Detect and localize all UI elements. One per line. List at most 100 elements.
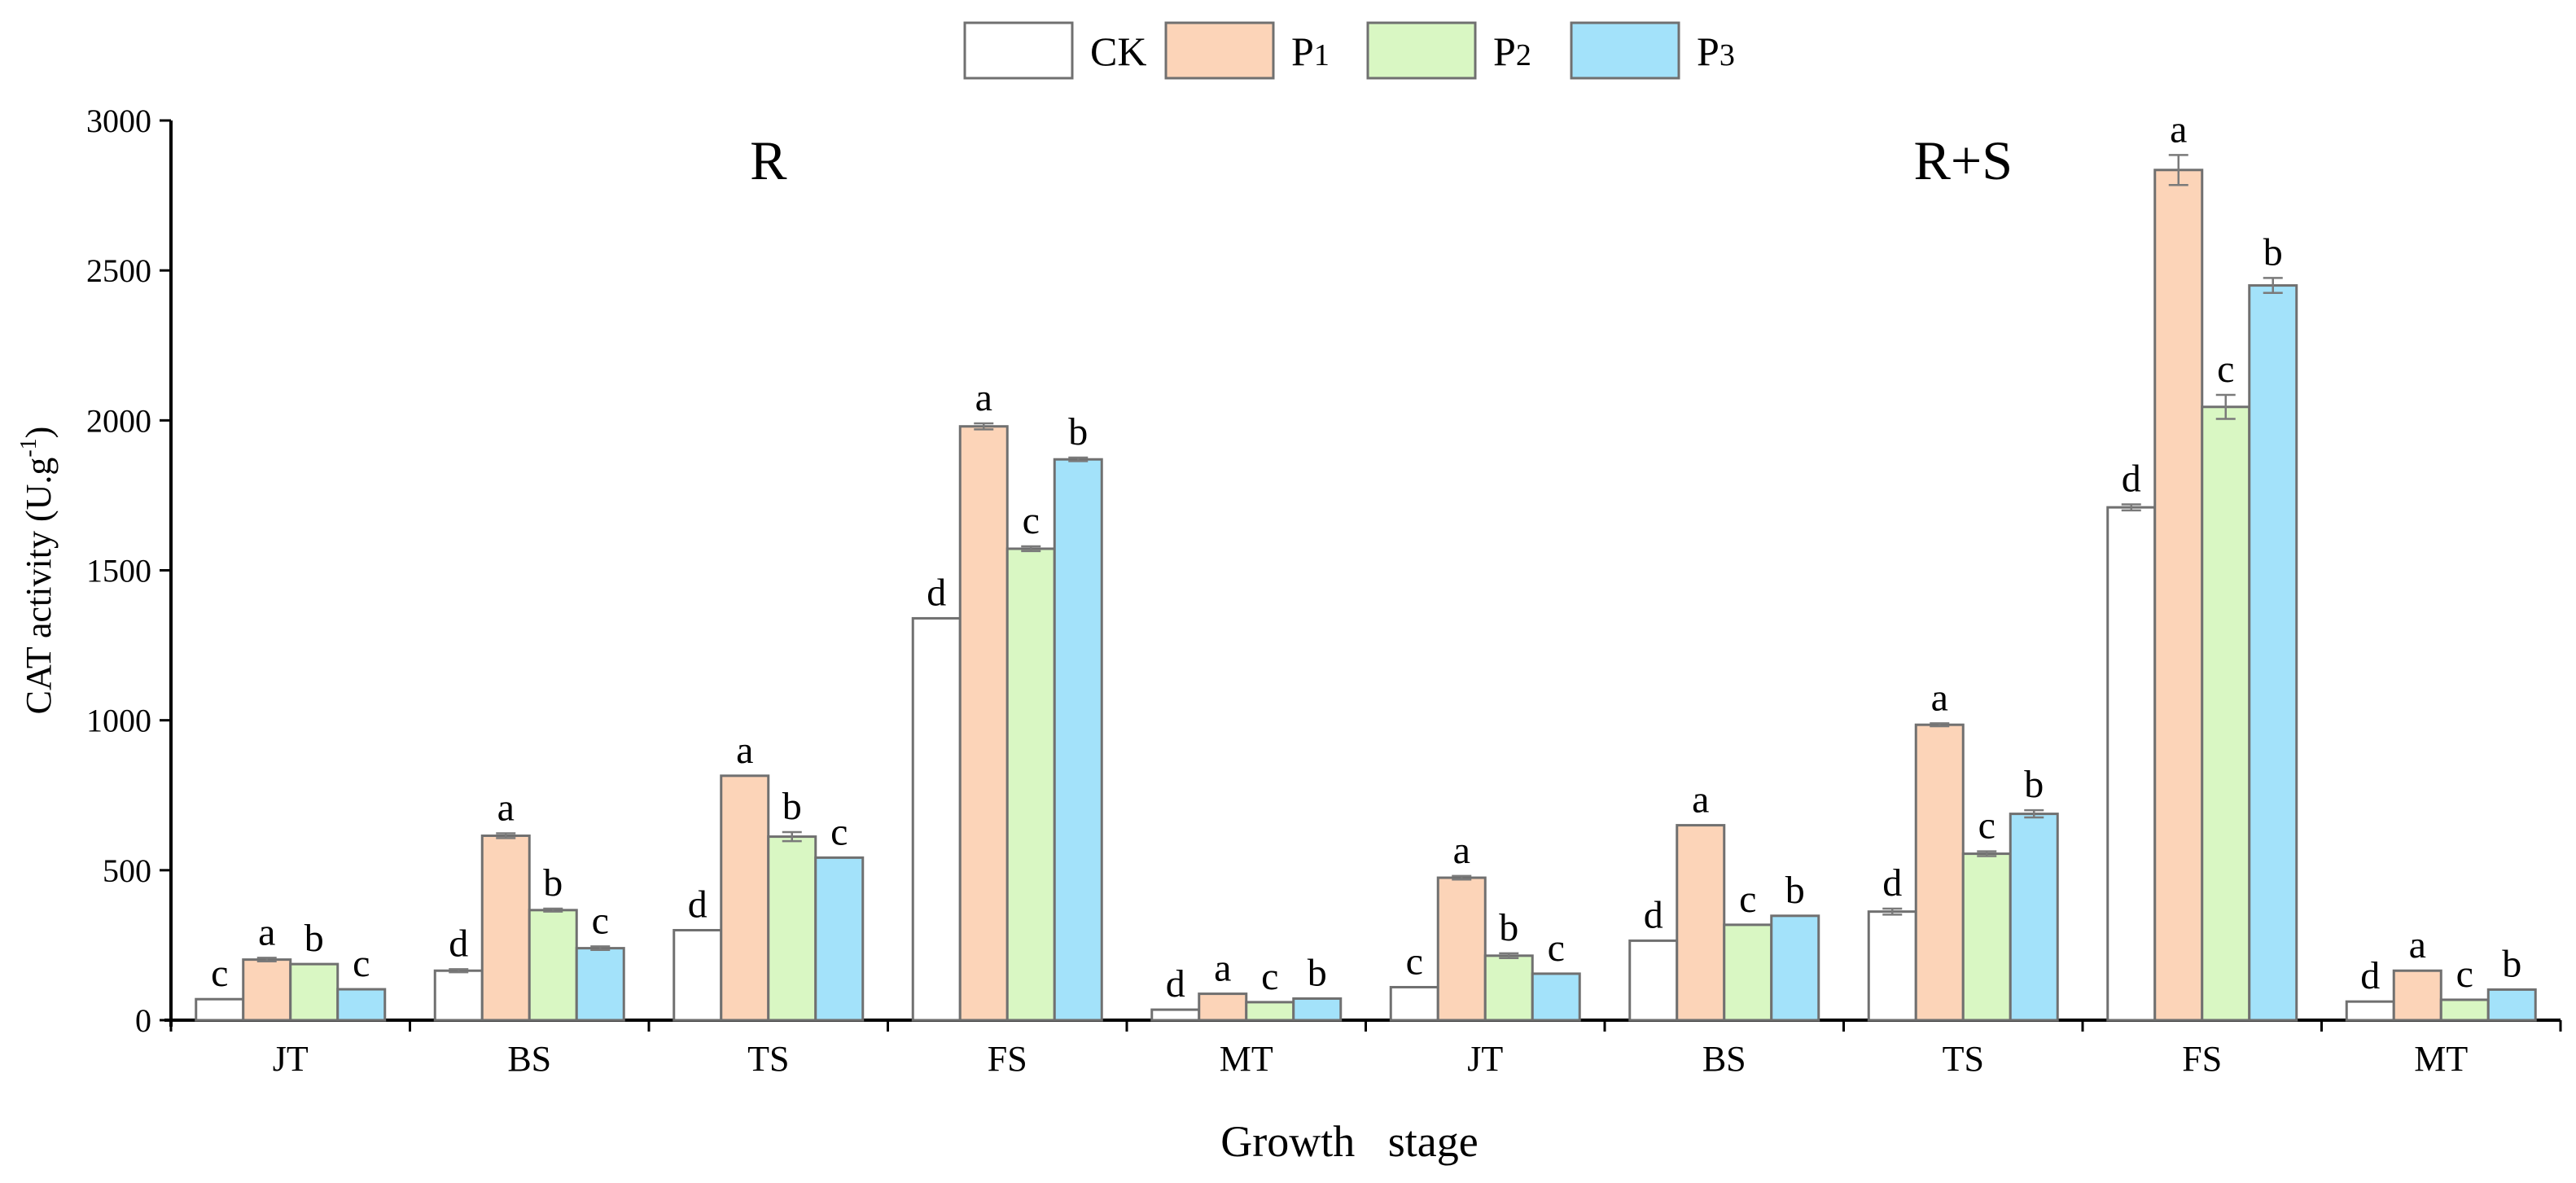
bar-ck <box>1389 985 1439 1022</box>
significance-letter: b <box>543 861 563 905</box>
x-axis-title: Growth stage <box>1220 1117 1478 1166</box>
bar-p1 <box>720 774 770 1022</box>
bar-p3 <box>336 988 387 1022</box>
bar-p2 <box>2201 405 2251 1022</box>
significance-letter: d <box>1882 861 1902 905</box>
x-category-label: FS <box>2182 1039 2222 1079</box>
y-tick-label: 1500 <box>86 553 151 589</box>
significance-letter: a <box>2409 923 2426 966</box>
bar-p2 <box>289 962 340 1022</box>
bar-p3 <box>575 947 625 1022</box>
bar-p3 <box>2009 813 2059 1022</box>
y-tick-label: 1000 <box>86 703 151 739</box>
significance-letter: c <box>1978 804 1996 848</box>
significance-letter: d <box>688 883 708 927</box>
significance-letter: d <box>1166 962 1185 1006</box>
significance-letter: b <box>1308 951 1327 994</box>
y-tick-label: 3000 <box>86 103 151 139</box>
significance-letter: c <box>1406 940 1423 983</box>
significance-letter: b <box>1068 410 1088 453</box>
significance-letter: b <box>1499 906 1518 949</box>
bar-p3 <box>1292 997 1343 1022</box>
bar-ck <box>2106 506 2157 1022</box>
x-category-label: JT <box>1467 1039 1503 1079</box>
significance-letter: c <box>1548 927 1565 970</box>
bar-p1 <box>2392 969 2442 1022</box>
significance-letter: c <box>2456 953 2473 996</box>
legend-swatch-p2 <box>1366 21 1477 80</box>
bar-p1 <box>480 834 531 1022</box>
bar-ck <box>672 929 723 1022</box>
bars <box>195 154 2537 1022</box>
y-tick-label: 2000 <box>86 402 151 439</box>
bar-p3 <box>1770 914 1820 1022</box>
x-category-label: MT <box>1220 1039 1273 1079</box>
significance-letter: c <box>353 942 370 985</box>
bar-p2 <box>767 835 817 1022</box>
x-category-label: FS <box>988 1039 1027 1079</box>
significance-letter: c <box>1023 499 1040 542</box>
bar-p3 <box>2486 988 2537 1022</box>
x-category-label: BS <box>1702 1039 1746 1079</box>
bar-ck <box>1150 1008 1201 1022</box>
bar-p2 <box>1961 852 2012 1022</box>
bar-p1 <box>1436 876 1487 1022</box>
significance-letter: d <box>927 571 946 614</box>
bar-p3 <box>1531 972 1581 1022</box>
bar-p1 <box>242 958 292 1022</box>
x-category-label: TS <box>1943 1039 1984 1079</box>
x-category-label: BS <box>507 1039 551 1079</box>
legend-label-ck: CK <box>1090 28 1146 74</box>
x-category-label: JT <box>273 1039 309 1079</box>
x-category-label: MT <box>2414 1039 2468 1079</box>
significance-letter: b <box>2024 763 2044 806</box>
bar-p3 <box>1053 458 1103 1022</box>
significance-letter: b <box>1785 869 1805 912</box>
legend-swatch-ck <box>963 21 1074 80</box>
significance-letter: a <box>975 376 992 419</box>
significance-letter: a <box>1692 778 1709 822</box>
bar-p1 <box>1914 723 1965 1022</box>
significance-letter: c <box>1261 955 1278 998</box>
significance-letter: d <box>2360 954 2380 997</box>
significance-letter: d <box>449 922 468 965</box>
legend-label-p2: P2 <box>1493 28 1531 74</box>
y-tick-label: 2500 <box>86 252 151 289</box>
significance-letter: b <box>2263 230 2283 274</box>
panel-label: R+S <box>1913 129 2013 191</box>
bar-p2 <box>2439 998 2490 1022</box>
significance-letter: b <box>2502 942 2521 985</box>
significance-letter: d <box>2122 457 2141 500</box>
y-tick-label: 500 <box>103 852 151 889</box>
bar-ck <box>2345 1000 2395 1022</box>
significance-letter: a <box>2170 107 2187 151</box>
bar-p2 <box>1723 923 1773 1022</box>
bar-p3 <box>2248 284 2298 1022</box>
x-category-label: TS <box>747 1039 789 1079</box>
bar-ck <box>911 616 962 1022</box>
significance-letter: a <box>1931 676 1948 719</box>
legend-swatch-p3 <box>1570 21 1680 80</box>
y-tick-label: 0 <box>135 1002 151 1039</box>
significance-letter: b <box>782 785 802 828</box>
bar-ck <box>433 969 484 1022</box>
legend-label-p1: P1 <box>1291 28 1330 74</box>
bar-p1 <box>958 425 1009 1022</box>
bar-p1 <box>1676 824 1726 1022</box>
legend-swatch-p1 <box>1164 21 1275 80</box>
bar-p1 <box>2153 169 2204 1022</box>
significance-letter: c <box>1739 878 1756 921</box>
bar-ck <box>195 997 245 1022</box>
legend-label-p3: P3 <box>1697 28 1735 74</box>
panel-label: R <box>750 129 787 191</box>
significance-letter: c <box>592 899 609 942</box>
significance-letter: a <box>736 729 753 772</box>
bar-p2 <box>1005 547 1056 1022</box>
significance-letter: a <box>497 786 515 830</box>
bar-ck <box>1628 939 1679 1022</box>
labels: 0 500 1000 1500 2000 2500 3000 JT BS TS FS MT JT BS TS… <box>16 103 2521 1166</box>
significance-letter: b <box>304 917 324 960</box>
bar-p2 <box>1245 1001 1295 1022</box>
bar-p1 <box>1198 992 1248 1022</box>
